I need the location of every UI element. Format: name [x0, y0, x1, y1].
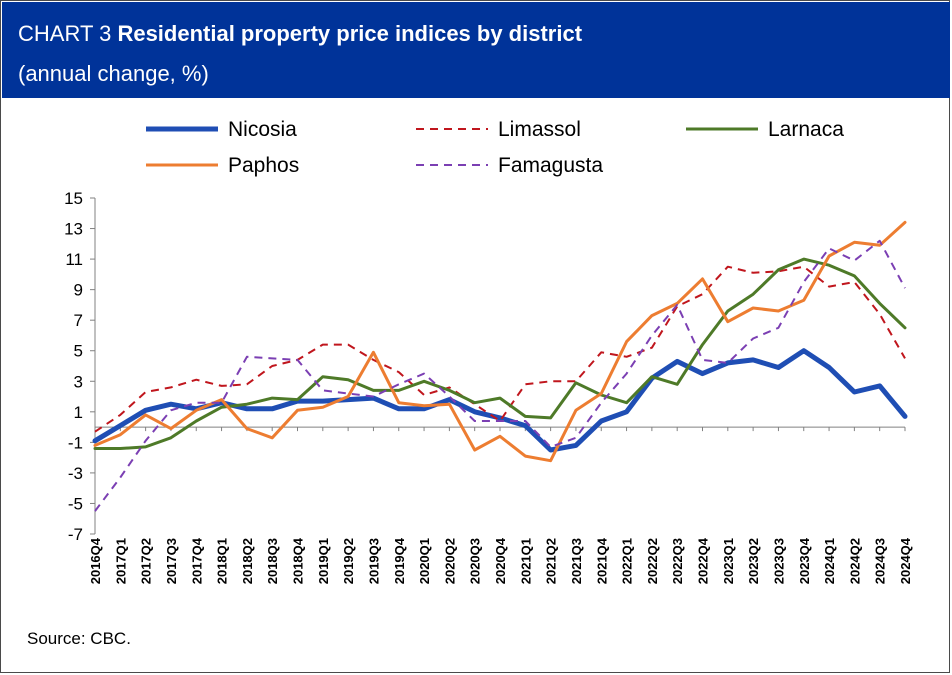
y-tick-label: 9 [74, 281, 83, 300]
x-tick-label: 2017Q1 [113, 538, 128, 584]
y-tick-label: -3 [68, 464, 83, 483]
series-line-larnaca [93, 257, 907, 450]
y-tick-label: 15 [64, 189, 83, 208]
legend-label: Famagusta [498, 154, 603, 177]
legend-item-paphos: Paphos [146, 154, 299, 177]
series-line-limassol [94, 265, 906, 433]
x-tick-label: 2022Q3 [670, 538, 685, 584]
x-tick-label: 2020Q3 [468, 538, 483, 584]
series-lines [92, 220, 908, 512]
y-tick-label: 11 [65, 250, 83, 269]
series-line-paphos [93, 220, 907, 463]
x-tick-label: 2018Q3 [265, 538, 280, 584]
chart-subtitle: (annual change, %) [18, 61, 209, 86]
x-tick-label: 2023Q3 [771, 538, 786, 584]
x-tick-label: 2019Q3 [366, 538, 381, 584]
x-tick-label: 2019Q1 [316, 538, 331, 584]
x-tick-label: 2022Q1 [620, 538, 635, 584]
series-line-famagusta [94, 239, 906, 512]
y-tick-label: -7 [68, 525, 83, 544]
legend-label: Larnaca [768, 118, 844, 141]
x-tick-label: 2018Q4 [291, 537, 306, 584]
legend-label: Limassol [498, 118, 581, 141]
legend-label: Nicosia [228, 118, 297, 141]
x-tick-label: 2020Q1 [417, 538, 432, 584]
legend-item-nicosia: Nicosia [146, 118, 297, 141]
legend: Nicosia Limassol Larnaca Paphos Famagusta [146, 118, 844, 177]
x-tick-label: 2019Q4 [392, 537, 407, 584]
chart-number: CHART 3 [18, 21, 112, 46]
legend-item-limassol: Limassol [416, 118, 581, 141]
legend-item-famagusta: Famagusta [416, 154, 603, 177]
x-tick-label: 2022Q4 [696, 537, 711, 584]
x-tick-label: 2024Q3 [873, 538, 888, 584]
x-tick-label: 2021Q2 [544, 538, 559, 584]
y-tick-label: 5 [74, 342, 83, 361]
x-tick-label: 2018Q2 [240, 538, 255, 584]
chart-title-text: Residential property price indices by di… [117, 21, 583, 46]
x-tick-label: 2021Q1 [518, 538, 533, 584]
source-note: Source: CBC. [27, 629, 131, 648]
x-tick-label: 2017Q3 [164, 538, 179, 584]
x-tick-label: 2024Q2 [847, 538, 862, 584]
x-tick-label: 2021Q4 [594, 537, 609, 584]
legend-label: Paphos [228, 154, 299, 177]
chart-header: CHART 3 Residential property price indic… [2, 2, 950, 98]
y-tick-label: 1 [74, 403, 83, 422]
x-tick-label: 2024Q1 [822, 538, 837, 584]
y-tick-label: -1 [68, 433, 83, 452]
x-tick-label: 2024Q4 [898, 537, 913, 584]
x-tick-label: 2017Q2 [139, 538, 154, 584]
x-tick-label: 2017Q4 [189, 537, 204, 584]
y-tick-label: 13 [64, 220, 83, 239]
y-tick-label: 7 [74, 311, 83, 330]
y-tick-label: -5 [68, 494, 83, 513]
x-tick-label: 2023Q2 [746, 538, 761, 584]
x-tick-label: 2019Q2 [341, 538, 356, 584]
x-tick-label: 2022Q2 [645, 538, 660, 584]
x-tick-label: 2016Q4 [88, 537, 103, 584]
y-tick-label: 3 [74, 372, 83, 391]
x-tick-label: 2023Q4 [797, 537, 812, 584]
x-tick-label: 2021Q3 [569, 538, 584, 584]
x-tick-label: 2020Q4 [493, 537, 508, 584]
axes: 15 13 11 9 7 5 3 1 -1 -3 -5 -7 2016Q4 2017Q1 2017Q2 201… [64, 189, 913, 584]
x-tick-label: 2023Q1 [721, 538, 736, 584]
legend-item-larnaca: Larnaca [686, 118, 844, 141]
x-tick-label: 2018Q1 [215, 538, 230, 584]
x-tick-label: 2020Q2 [442, 538, 457, 584]
chart-title: CHART 3 Residential property price indic… [18, 20, 582, 48]
